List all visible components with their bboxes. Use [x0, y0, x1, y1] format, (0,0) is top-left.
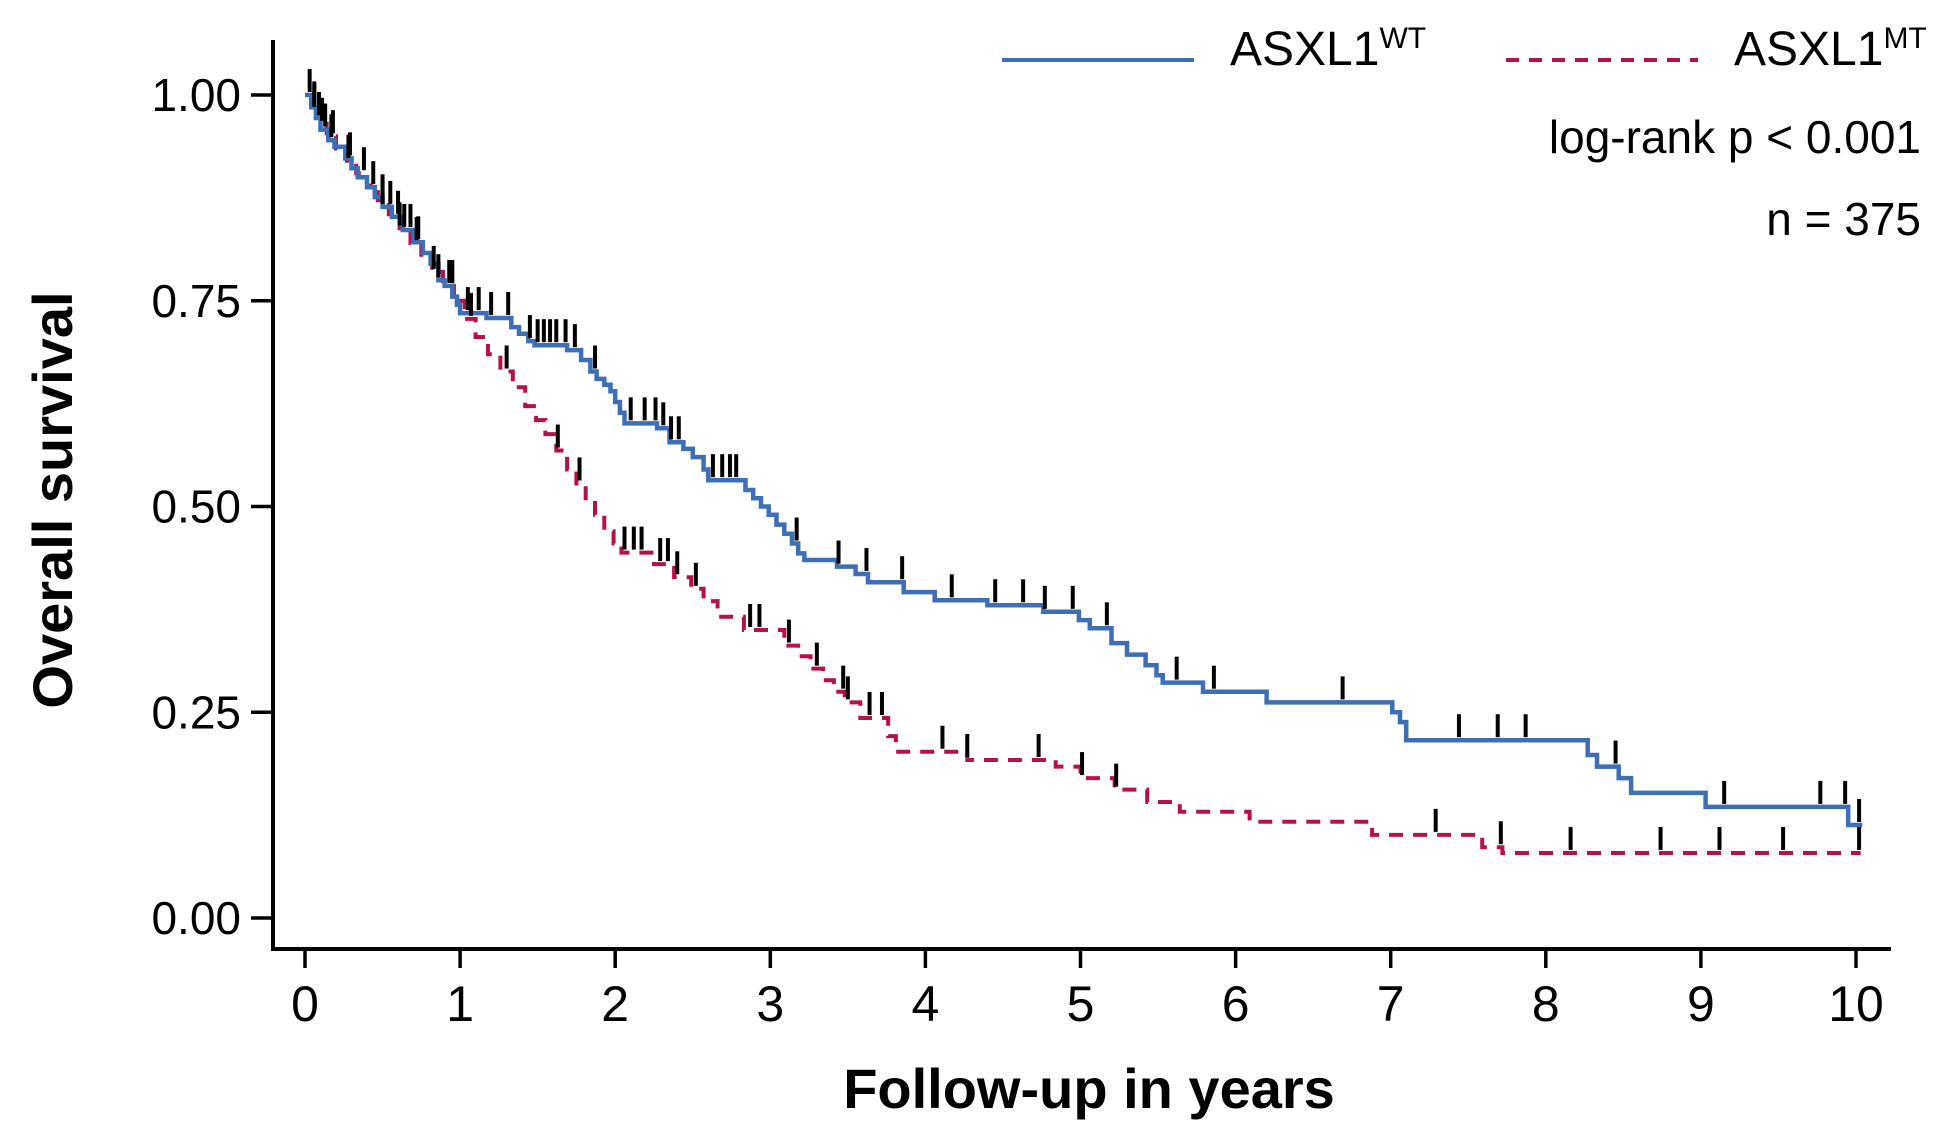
y-tick-label: 0.00 [151, 892, 241, 944]
wt-censor-marks [307, 69, 1862, 823]
logrank-annotation: log-rank p < 0.001 [1548, 111, 1921, 163]
x-tick-label: 1 [446, 976, 474, 1032]
y-tick-label: 0.25 [151, 686, 241, 738]
mt-legend-line-icon [1506, 22, 1698, 77]
legend-item-mt: ASXL1MT [1506, 22, 1927, 76]
wt-legend-line-icon [1002, 22, 1194, 77]
x-tick-label: 9 [1687, 976, 1715, 1032]
x-axis-ticks: 0 1 2 3 4 5 6 7 8 9 10 [291, 949, 1884, 1032]
wt-survival-curve [305, 92, 1863, 828]
curve-path-mt [305, 93, 1861, 855]
y-tick-label: 1.00 [151, 69, 241, 121]
curve-path-wt [305, 92, 1863, 828]
x-tick-label: 5 [1067, 976, 1095, 1032]
x-tick-label: 4 [911, 976, 939, 1032]
legend-item-wt: ASXL1WT [1002, 22, 1426, 76]
x-tick-label: 2 [601, 976, 629, 1032]
y-axis-ticks: 0.00 0.25 0.50 0.75 1.00 [151, 69, 273, 944]
axes-group [271, 40, 1891, 951]
mt-survival-curve [305, 93, 1861, 855]
x-tick-label: 10 [1828, 976, 1884, 1032]
x-tick-label: 8 [1532, 976, 1560, 1032]
y-axis-title: Overall survival [21, 291, 84, 709]
x-tick-label: 3 [756, 976, 784, 1032]
legend-label-wt: ASXL1WT [1230, 21, 1427, 76]
x-tick-label: 6 [1222, 976, 1250, 1032]
mt-censor-marks [312, 83, 1862, 850]
x-tick-label: 0 [291, 976, 319, 1032]
legend-label-mt: ASXL1MT [1734, 21, 1927, 76]
y-tick-label: 0.50 [151, 481, 241, 533]
sample-size-annotation: n = 375 [1766, 193, 1921, 245]
x-tick-label: 7 [1377, 976, 1405, 1032]
y-tick-label: 0.75 [151, 275, 241, 327]
x-axis-title: Follow-up in years [843, 1057, 1335, 1120]
